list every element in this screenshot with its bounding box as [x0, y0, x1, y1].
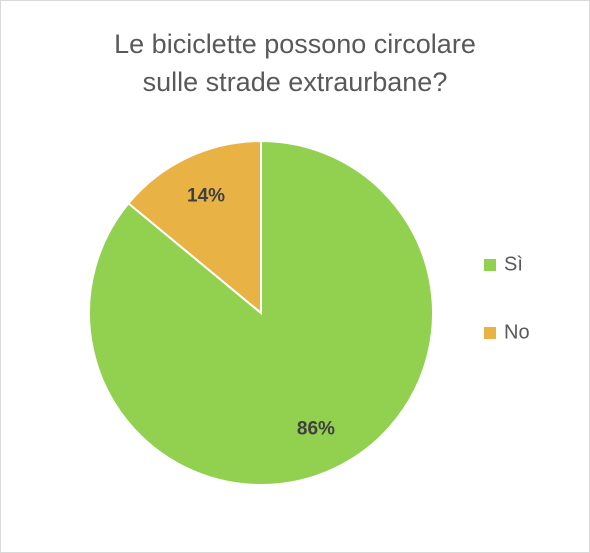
- pie-slice: [127, 139, 262, 316]
- chart-title: Le biciclette possono circolare: [114, 29, 476, 59]
- chart-title: sulle strade extraurbane?: [143, 67, 448, 97]
- legend-swatch: [484, 259, 496, 271]
- legend-swatch: [484, 327, 496, 339]
- data-label: 14%: [187, 185, 225, 206]
- legend-label: Sì: [504, 253, 523, 275]
- legend-label: No: [504, 321, 530, 343]
- data-label: 86%: [297, 419, 335, 440]
